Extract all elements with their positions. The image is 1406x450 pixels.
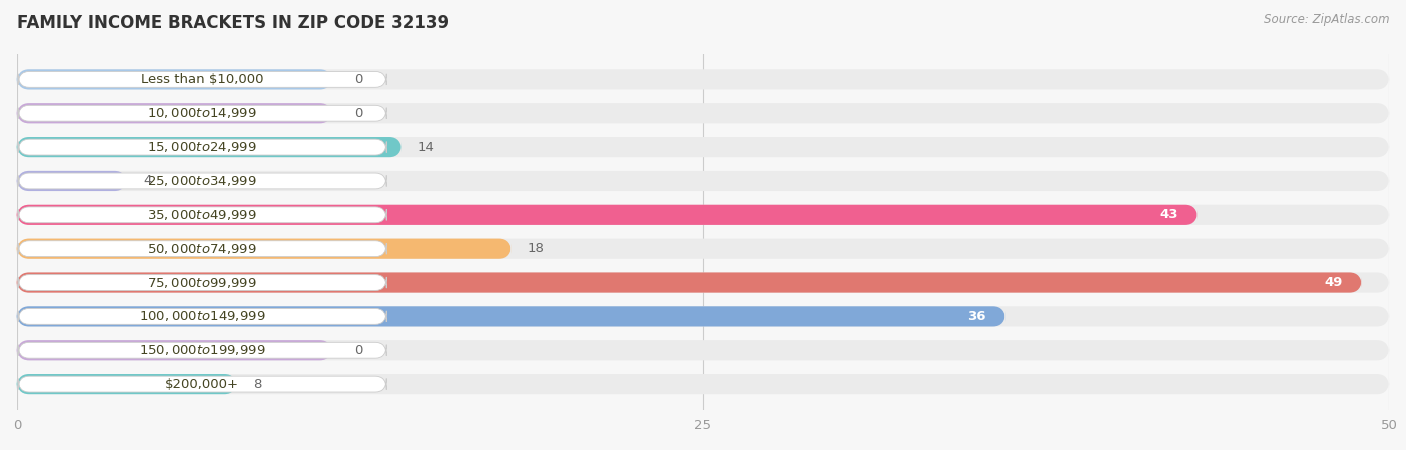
Text: $15,000 to $24,999: $15,000 to $24,999 xyxy=(148,140,257,154)
FancyBboxPatch shape xyxy=(17,205,1389,225)
FancyBboxPatch shape xyxy=(17,69,1389,90)
FancyBboxPatch shape xyxy=(17,238,1389,259)
FancyBboxPatch shape xyxy=(18,274,387,290)
FancyBboxPatch shape xyxy=(17,103,1389,123)
Text: 0: 0 xyxy=(354,73,363,86)
Text: $25,000 to $34,999: $25,000 to $34,999 xyxy=(148,174,257,188)
Text: 0: 0 xyxy=(354,344,363,357)
FancyBboxPatch shape xyxy=(17,137,401,157)
Text: 4: 4 xyxy=(143,175,152,188)
FancyBboxPatch shape xyxy=(17,103,332,123)
FancyBboxPatch shape xyxy=(18,241,387,256)
Text: 18: 18 xyxy=(527,242,544,255)
Text: $75,000 to $99,999: $75,000 to $99,999 xyxy=(148,275,257,289)
FancyBboxPatch shape xyxy=(18,72,387,87)
Text: $100,000 to $149,999: $100,000 to $149,999 xyxy=(139,310,266,324)
Text: Source: ZipAtlas.com: Source: ZipAtlas.com xyxy=(1264,14,1389,27)
FancyBboxPatch shape xyxy=(17,272,1389,292)
Text: $150,000 to $199,999: $150,000 to $199,999 xyxy=(139,343,266,357)
Text: $200,000+: $200,000+ xyxy=(165,378,239,391)
FancyBboxPatch shape xyxy=(18,308,387,324)
FancyBboxPatch shape xyxy=(17,205,1198,225)
FancyBboxPatch shape xyxy=(17,137,1389,157)
Text: 8: 8 xyxy=(253,378,262,391)
Text: 49: 49 xyxy=(1324,276,1343,289)
FancyBboxPatch shape xyxy=(17,374,1389,394)
FancyBboxPatch shape xyxy=(17,238,512,259)
FancyBboxPatch shape xyxy=(17,69,332,90)
Text: 36: 36 xyxy=(967,310,986,323)
FancyBboxPatch shape xyxy=(17,340,1389,360)
FancyBboxPatch shape xyxy=(18,139,387,155)
FancyBboxPatch shape xyxy=(17,306,1005,327)
FancyBboxPatch shape xyxy=(17,171,1389,191)
Text: FAMILY INCOME BRACKETS IN ZIP CODE 32139: FAMILY INCOME BRACKETS IN ZIP CODE 32139 xyxy=(17,14,449,32)
Text: $35,000 to $49,999: $35,000 to $49,999 xyxy=(148,208,257,222)
Text: Less than $10,000: Less than $10,000 xyxy=(141,73,263,86)
FancyBboxPatch shape xyxy=(17,272,1362,292)
FancyBboxPatch shape xyxy=(17,374,236,394)
FancyBboxPatch shape xyxy=(18,207,387,223)
Text: $10,000 to $14,999: $10,000 to $14,999 xyxy=(148,106,257,120)
FancyBboxPatch shape xyxy=(18,342,387,358)
Text: 0: 0 xyxy=(354,107,363,120)
Text: $50,000 to $74,999: $50,000 to $74,999 xyxy=(148,242,257,256)
FancyBboxPatch shape xyxy=(17,340,332,360)
FancyBboxPatch shape xyxy=(18,105,387,121)
FancyBboxPatch shape xyxy=(17,171,127,191)
FancyBboxPatch shape xyxy=(17,306,1389,327)
Text: 43: 43 xyxy=(1160,208,1178,221)
FancyBboxPatch shape xyxy=(18,173,387,189)
Text: 14: 14 xyxy=(418,140,434,153)
FancyBboxPatch shape xyxy=(18,376,387,392)
